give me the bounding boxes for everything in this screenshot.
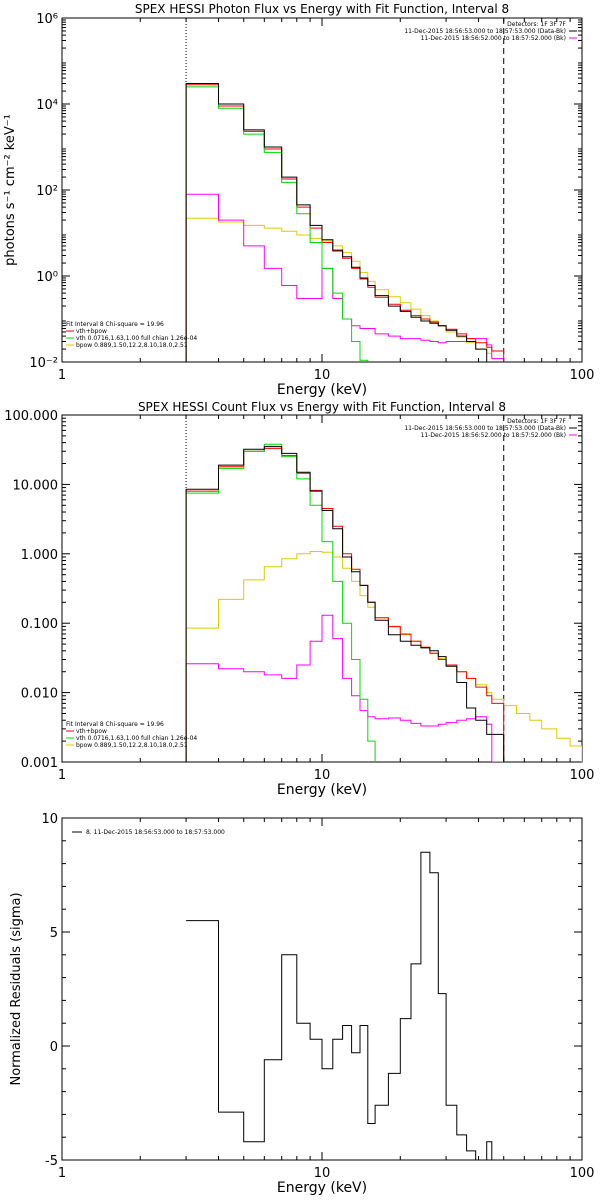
- legend-entry: 11-Dec-2015 18:56:52.000 to 18:57:52.000…: [421, 35, 566, 42]
- x-axis-label: Energy (keV): [277, 782, 367, 798]
- x-tick-label: 100: [570, 1166, 595, 1181]
- series-data-line: [185, 446, 505, 762]
- y-tick-label: 10: [41, 812, 58, 827]
- legend-entry: 11-Dec-2015 18:56:53.000 to 18:57:53.000…: [404, 28, 566, 35]
- legend-entry: vth+bpow: [76, 328, 107, 335]
- chart-title: SPEX HESSI Count Flux vs Energy with Fit…: [138, 400, 506, 414]
- y-tick-label: 10.000: [13, 478, 59, 493]
- legend-entry: vth 0.0716,1.63,1.00 full chian 1.26e-04: [76, 735, 197, 742]
- plot-frame: [61, 817, 583, 1161]
- plot-panel-3: 1 10 100 Energy (keV) -5 0 5 10 Normalized Resid…: [9, 812, 594, 1196]
- y-tick-label: 10⁰: [36, 270, 58, 285]
- y-tick-label: 100.000: [4, 409, 58, 424]
- y-tick-label: 5: [50, 926, 58, 941]
- y-tick-label: -5: [45, 1154, 58, 1169]
- series-group: [185, 83, 582, 362]
- plot-panel-2: SPEX HESSI Count Flux vs Energy with Fit…: [4, 400, 594, 798]
- x-axis-label: Energy (keV): [277, 382, 367, 398]
- legend-entry: 8. 11-Dec-2015 18:56:53.000 to 18:57:53.…: [86, 829, 225, 836]
- legend-entry: vth 0.0716,1.63,1.00 full chian 1.26e-04: [76, 335, 197, 342]
- legend-entry: bpow 0.889,1.50,12.2,8.10,18.0,2.51: [76, 742, 188, 749]
- chart-title: SPEX HESSI Photon Flux vs Energy with Fi…: [135, 2, 509, 16]
- legend-entry: Fit Interval 8 Chi-square = 19.96: [66, 321, 164, 328]
- legend-entry: 11-Dec-2015 18:56:52.000 to 18:57:52.000…: [421, 432, 566, 439]
- series-data-line: [185, 83, 504, 362]
- series-data-line: [186, 851, 493, 1160]
- legend-entry: bpow 0.889,1.50,12.2,8.10,18.0,2.51: [76, 342, 188, 349]
- series-background-line: [185, 193, 505, 362]
- x-tick-label: 1: [58, 1166, 66, 1181]
- y-tick-label: 10⁴: [36, 98, 58, 113]
- x-tick-label: 10: [314, 368, 331, 383]
- y-tick-label: 1.000: [21, 548, 58, 563]
- y-axis-label: Normalized Residuals (sigma): [9, 892, 24, 1085]
- series-group: [185, 443, 582, 762]
- x-tick-label: 10: [314, 768, 331, 783]
- y-tick-label: 0: [50, 1040, 58, 1055]
- series-background-line: [185, 614, 504, 762]
- y-tick-label: 10⁶: [36, 12, 58, 27]
- x-tick-label: 100: [570, 368, 595, 383]
- y-tick-label: 10⁻²: [29, 356, 58, 371]
- y-tick-label: 10²: [36, 184, 58, 199]
- x-tick-label: 1: [58, 368, 66, 383]
- y-tick-label: 0.010: [21, 687, 58, 702]
- y-axis-label: photons s⁻¹ cm⁻² keV⁻¹: [3, 114, 18, 266]
- legend-entry: Detectors: 1F 3F 7F: [507, 21, 566, 28]
- y-tick-label: 0.100: [21, 617, 58, 632]
- legend-entry: 11-Dec-2015 18:56:53.000 to 18:57:53.000…: [404, 425, 566, 432]
- series-group: [186, 851, 493, 1160]
- series-total-line: [185, 84, 505, 362]
- series-total-line: [185, 447, 505, 762]
- legend-entry: Fit Interval 8 Chi-square = 19.96: [66, 721, 164, 728]
- x-tick-label: 1: [58, 768, 66, 783]
- y-tick-label: 0.001: [21, 756, 58, 771]
- x-tick-label: 100: [570, 768, 595, 783]
- legend-entry: Detectors: 1F 3F 7F: [507, 418, 566, 425]
- plot-panel-1: SPEX HESSI Photon Flux vs Energy with Fi…: [3, 2, 594, 398]
- x-axis-label: Energy (keV): [277, 1180, 367, 1196]
- series-bpow-line: [185, 217, 582, 362]
- legend-entry: vth+bpow: [76, 728, 107, 735]
- series-vth-line: [185, 443, 389, 762]
- x-tick-label: 10: [314, 1166, 331, 1181]
- series-bpow-line: [185, 551, 582, 762]
